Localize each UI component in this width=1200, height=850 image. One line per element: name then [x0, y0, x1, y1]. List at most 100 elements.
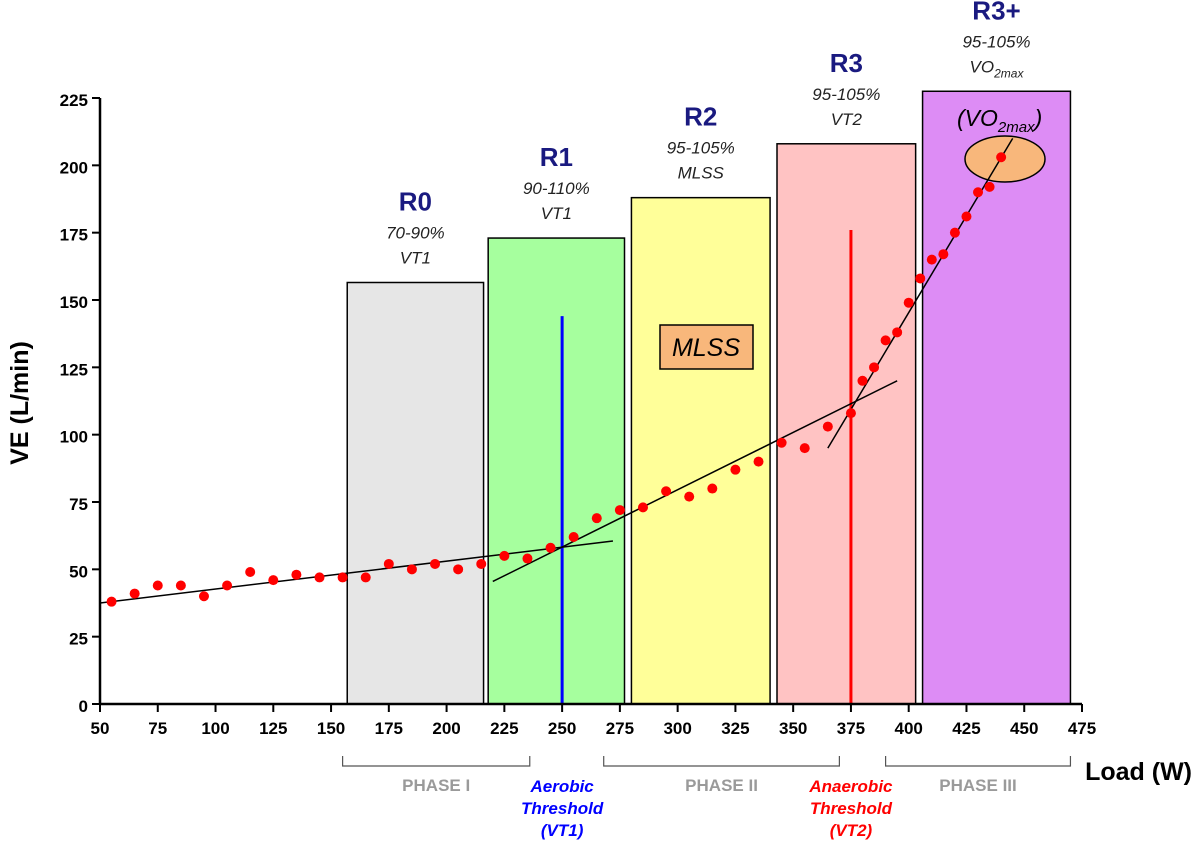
data-point: [684, 491, 695, 502]
threshold-label-vt1-line1: Aerobic: [529, 777, 594, 796]
zone-r0-name: R0: [399, 186, 432, 216]
vo2max-label: (VO2max): [957, 105, 1042, 136]
threshold-lines: [560, 229, 853, 704]
y-tick-label: 150: [60, 293, 88, 312]
data-point: [996, 152, 1007, 163]
zone-r3-plus-reference: VO2max: [970, 57, 1025, 80]
y-tick-label: 100: [60, 428, 88, 447]
data-point: [984, 181, 995, 192]
x-tick-label: 175: [375, 719, 403, 738]
data-point: [880, 335, 891, 346]
data-point: [129, 588, 140, 599]
zone-r3-plus-percent: 95-105%: [962, 32, 1030, 51]
data-point: [476, 558, 487, 569]
data-point: [406, 564, 417, 575]
y-axis-label: VE (L/min): [6, 341, 34, 465]
x-tick-label: 400: [895, 719, 923, 738]
data-point: [903, 297, 914, 308]
x-tick-label: 300: [663, 719, 691, 738]
trend-line-2: [492, 380, 898, 583]
y-tick-label: 175: [60, 226, 88, 245]
data-points: [106, 152, 1007, 607]
data-point: [926, 254, 937, 265]
data-point: [949, 227, 960, 238]
zone-r1-percent: 90-110%: [523, 179, 590, 198]
data-point: [845, 408, 856, 419]
zone-r3-percent: 95-105%: [812, 85, 880, 104]
threshold-labels: Aerobic Threshold (VT1) Anaerobic Threshold (…: [521, 777, 893, 840]
threshold-label-vt1-line3: (VT1): [541, 821, 584, 840]
zone-r0-percent: 70-90%: [386, 223, 445, 242]
x-tick-label: 225: [490, 719, 518, 738]
data-point: [360, 572, 371, 583]
zone-r1-box: [487, 237, 626, 705]
data-point: [799, 443, 810, 454]
data-point: [753, 456, 764, 467]
intensity-zones: R0 70-90% VT1 R1 90-110% VT1 R2 95-105% MLSS R3 95…: [346, 0, 1072, 705]
data-point: [268, 575, 279, 586]
threshold-label-vt2-line3: (VT2): [830, 821, 873, 840]
data-point: [661, 486, 672, 497]
axes: 0 25 50 75 100 125 150 175 200 225 50 75 100 125 150 17…: [60, 91, 1097, 738]
x-tick-label: 250: [548, 719, 576, 738]
y-tick-label: 50: [69, 562, 88, 581]
data-point: [614, 505, 625, 516]
data-point: [198, 591, 209, 602]
zone-r1-name: R1: [540, 142, 573, 172]
x-tick-label: 200: [432, 719, 460, 738]
x-tick-label: 325: [721, 719, 749, 738]
vo2max-label-open: (VO: [957, 105, 998, 131]
data-point: [314, 572, 325, 583]
zone-r3-plus-box: [921, 90, 1072, 705]
data-point: [637, 502, 648, 513]
phases: PHASE I PHASE II PHASE III: [342, 756, 1072, 795]
zone-r0-reference: VT1: [400, 248, 431, 267]
y-tick-label: 125: [60, 360, 88, 379]
data-point: [545, 542, 556, 553]
data-point: [730, 464, 741, 475]
mlss-label: MLSS: [672, 334, 740, 362]
phase-bracket-3: [885, 756, 1072, 767]
data-point: [973, 187, 984, 198]
vo2max-label-close: ): [1032, 105, 1043, 131]
zone-r2-percent: 95-105%: [667, 139, 735, 158]
y-tick-label: 0: [79, 697, 88, 716]
phase-label-3: PHASE III: [939, 776, 1016, 795]
x-tick-label: 425: [952, 719, 980, 738]
zone-r1-reference: VT1: [541, 204, 572, 223]
x-tick-label: 50: [91, 719, 110, 738]
data-point: [961, 211, 972, 222]
x-tick-label: 475: [1068, 719, 1096, 738]
mlss-box: [659, 324, 754, 370]
data-point: [245, 567, 256, 578]
vo2max-label-sub: 2max: [997, 119, 1035, 136]
data-point: [337, 572, 348, 583]
x-tick-label: 350: [779, 719, 807, 738]
data-point: [383, 558, 394, 569]
x-tick-label: 450: [1010, 719, 1038, 738]
x-axis-label: Load (W): [1085, 758, 1192, 786]
y-tick-label: 25: [69, 630, 88, 649]
zone-r2-box: [630, 196, 771, 705]
zone-r3-box: [776, 143, 917, 705]
data-point: [892, 327, 903, 338]
zone-r3-reference: VT2: [831, 110, 863, 129]
data-point: [499, 550, 510, 561]
data-point: [522, 553, 533, 564]
threshold-label-vt2-line1: Anaerobic: [808, 777, 893, 796]
data-point: [291, 569, 302, 580]
phase-bracket-1: [342, 756, 531, 767]
data-point: [857, 375, 868, 386]
zone-r3-name: R3: [830, 48, 863, 78]
x-tick-label: 375: [837, 719, 865, 738]
phase-label-2: PHASE II: [685, 776, 758, 795]
threshold-label-vt2-line2: Threshold: [810, 799, 893, 818]
data-point: [175, 580, 186, 591]
data-point: [430, 558, 441, 569]
y-tick-label: 225: [60, 91, 88, 110]
phase-label-1: PHASE I: [402, 776, 470, 795]
data-point: [915, 273, 926, 284]
zone-r0-box: [346, 281, 485, 705]
data-point: [568, 532, 579, 543]
